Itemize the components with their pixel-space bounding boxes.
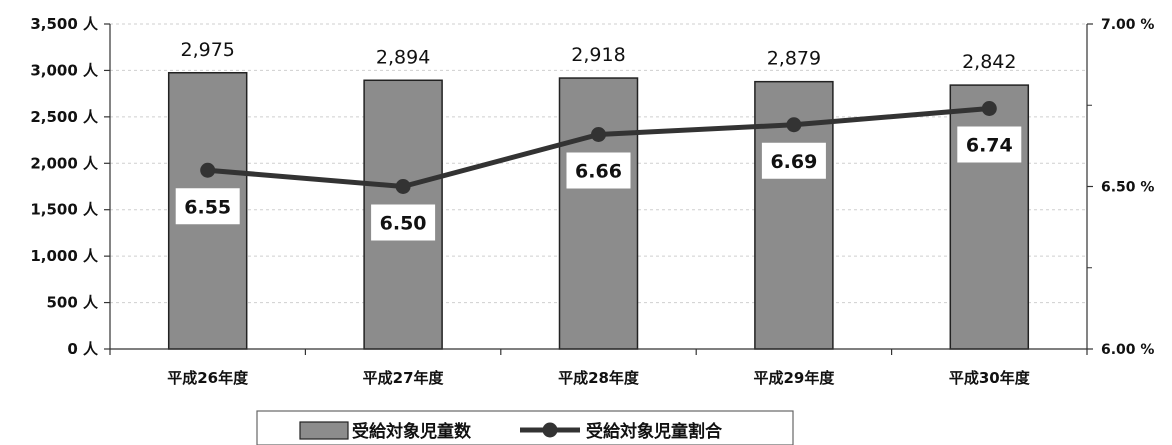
line-point bbox=[200, 162, 216, 178]
line-data-label-text: 6.55 bbox=[184, 196, 231, 218]
line-data-label: 6.69 bbox=[761, 142, 826, 179]
line-series bbox=[200, 101, 997, 194]
line-data-label-text: 6.50 bbox=[380, 213, 427, 235]
bar-data-labels: 2,975 2,894 2,918 2,879 2,842 bbox=[180, 39, 1016, 73]
bar-data-label: 2,918 bbox=[571, 44, 625, 66]
line-data-label-box bbox=[957, 126, 1022, 163]
line-data-label: 6.50 bbox=[371, 204, 436, 241]
y-right-tick-label: 6.50 % bbox=[1101, 180, 1154, 196]
legend-bar-label: 受給対象児童数 bbox=[352, 421, 472, 442]
y-right-tick-label: 6.00 % bbox=[1101, 342, 1154, 358]
line-data-label-text: 6.69 bbox=[770, 151, 817, 173]
bar-data-label: 2,842 bbox=[962, 51, 1016, 73]
x-tick-label: 平成27年度 bbox=[363, 369, 445, 387]
y-left-tick-label: 0 人 bbox=[67, 340, 99, 358]
legend-line-marker bbox=[542, 422, 558, 438]
bar bbox=[949, 84, 1030, 350]
y-right-tick-label: 7.00 % bbox=[1101, 17, 1154, 33]
line-point bbox=[591, 127, 606, 142]
line-data-label-box bbox=[761, 142, 826, 179]
y-left-tick-label: 500 人 bbox=[46, 294, 99, 312]
legend-line-label: 受給対象児童割合 bbox=[586, 421, 723, 442]
y-left-tick-label: 1,000 人 bbox=[30, 247, 99, 265]
line-point bbox=[981, 101, 997, 116]
line-data-label: 6.74 bbox=[957, 126, 1022, 163]
y-left-tick-label: 1,500 人 bbox=[30, 201, 99, 219]
line-data-label-text: 6.74 bbox=[966, 135, 1013, 157]
bar-data-label: 2,879 bbox=[767, 48, 821, 70]
y-left-tick-label: 2,500 人 bbox=[30, 108, 99, 126]
y-left-tick-label: 3,000 人 bbox=[30, 61, 99, 79]
y-axis-right-ticks: 6.00 % 6.50 % 7.00 % bbox=[1087, 17, 1154, 358]
y-axis-left-ticks: 0 人 500 人 1,000 人 1,500 人 2,000 人 2,500 人 3,00… bbox=[30, 15, 110, 358]
line-data-label-box bbox=[566, 152, 631, 189]
line-data-label-text: 6.66 bbox=[575, 161, 622, 183]
x-tick-label: 平成29年度 bbox=[753, 369, 835, 387]
line-point bbox=[786, 117, 802, 133]
y-left-tick-label: 3,500 人 bbox=[30, 15, 99, 33]
x-tick-label: 平成28年度 bbox=[558, 369, 640, 387]
legend: 受給対象児童数 受給対象児童割合 bbox=[256, 410, 794, 445]
line-data-label-box bbox=[175, 188, 240, 225]
line-data-label: 6.66 bbox=[566, 152, 631, 189]
y-left-tick-label: 2,000 人 bbox=[30, 154, 99, 172]
legend-bar-swatch bbox=[299, 421, 349, 440]
line-data-label-box bbox=[371, 204, 436, 241]
x-tick-label: 平成26年度 bbox=[167, 369, 249, 387]
bar bbox=[558, 77, 639, 350]
bar-data-label: 2,894 bbox=[376, 46, 430, 68]
x-axis-ticks: 平成26年度 平成27年度 平成28年度 平成29年度 平成30年度 bbox=[109, 349, 1088, 387]
bar-data-label: 2,975 bbox=[180, 39, 234, 61]
line-data-label: 6.55 bbox=[175, 188, 240, 225]
x-tick-label: 平成30年度 bbox=[949, 369, 1031, 387]
line-point bbox=[395, 179, 411, 194]
line-data-labels: 6.55 6.50 6.66 6.69 6.74 bbox=[175, 126, 1022, 241]
